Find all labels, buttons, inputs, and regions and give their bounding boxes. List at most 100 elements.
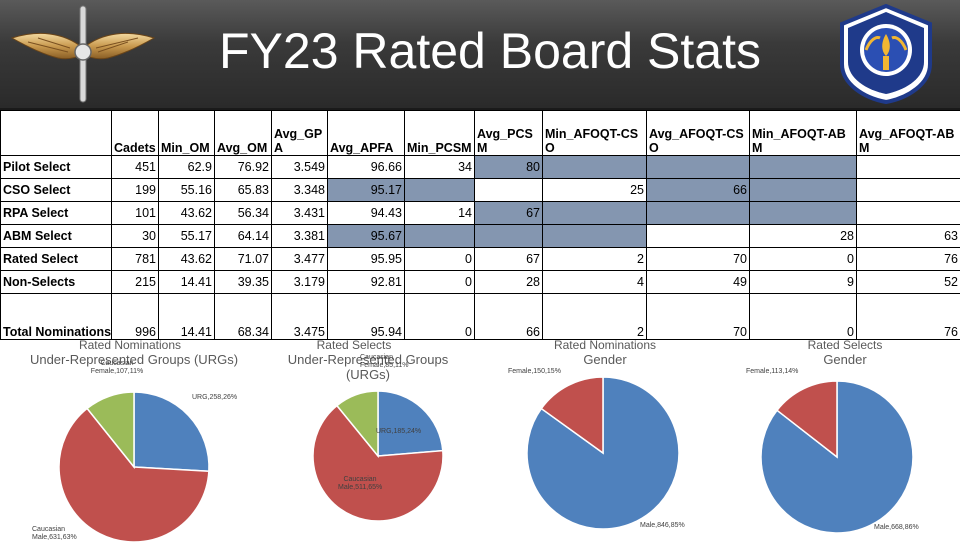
table-cell-na: 95.67 xyxy=(328,225,405,248)
table-cell: 95.95 xyxy=(328,248,405,271)
chart-gender-selects: Rated Selects Gender Female,113,14% Male… xyxy=(720,338,960,540)
table-cell: 28 xyxy=(750,225,857,248)
column-header: Avg_PCSM xyxy=(475,111,543,156)
table-cell: 95.94 xyxy=(328,294,405,340)
table-cell: 76 xyxy=(857,294,960,340)
chart-subtitle: Gender xyxy=(530,352,680,367)
slice-label-male: Male,846,85% xyxy=(640,522,710,530)
table-cell: 2 xyxy=(543,294,647,340)
table-cell: 14.41 xyxy=(159,294,215,340)
row-label: RPA Select xyxy=(1,202,112,225)
table-cell-na: 67 xyxy=(475,202,543,225)
chart-title: Rated Selects xyxy=(770,338,920,352)
table-cell-na: 66 xyxy=(647,179,750,202)
table-cell: 76 xyxy=(857,248,960,271)
table-cell: 96.66 xyxy=(328,156,405,179)
table-cell: 3.348 xyxy=(272,179,328,202)
table-cell: 451 xyxy=(112,156,159,179)
slice-label-caucasian-male: Caucasian Male,511,65% xyxy=(338,476,382,492)
table-cell: 64.14 xyxy=(215,225,272,248)
table-cell-na xyxy=(750,202,857,225)
table-cell: 14.41 xyxy=(159,271,215,294)
charts-area: Rated Nominations Under-Represented Grou… xyxy=(0,338,960,540)
pie-slice-0 xyxy=(134,392,209,471)
page-title: FY23 Rated Board Stats xyxy=(180,20,800,82)
row-label: Total Nominations xyxy=(1,294,112,340)
table-cell: 199 xyxy=(112,179,159,202)
table-cell xyxy=(857,179,960,202)
table-cell: 52 xyxy=(857,271,960,294)
table-cell-na xyxy=(543,202,647,225)
table-cell: 55.17 xyxy=(159,225,215,248)
table-cell: 30 xyxy=(112,225,159,248)
table-cell: 781 xyxy=(112,248,159,271)
column-header: Avg_GPA xyxy=(272,111,328,156)
pie-chart xyxy=(526,376,680,530)
chart-title: Rated Selects xyxy=(240,338,468,352)
table-cell: 43.62 xyxy=(159,202,215,225)
chart-title: Rated Nominations xyxy=(0,338,260,352)
column-header: Min_PCSM xyxy=(405,111,475,156)
column-header: Avg_APFA xyxy=(328,111,405,156)
table-cell xyxy=(857,202,960,225)
column-header: Avg_AFOQT-CSO xyxy=(647,111,750,156)
table-cell: 62.9 xyxy=(159,156,215,179)
row-label: Pilot Select xyxy=(1,156,112,179)
table-cell: 215 xyxy=(112,271,159,294)
slice-label-urg: URG,185,24% xyxy=(376,428,436,436)
pie-chart xyxy=(312,390,444,522)
table-cell xyxy=(647,225,750,248)
table-cell xyxy=(475,179,543,202)
slice-label-caucasian-female: Caucasian Female,85,11% xyxy=(360,354,396,370)
table-cell: 3.549 xyxy=(272,156,328,179)
pie-chart xyxy=(760,380,914,534)
table-cell: 0 xyxy=(750,248,857,271)
table-cell: 70 xyxy=(647,294,750,340)
pie-slice-0 xyxy=(378,391,443,456)
table-cell: 0 xyxy=(405,248,475,271)
table-cell: 94.43 xyxy=(328,202,405,225)
table-cell: 39.35 xyxy=(215,271,272,294)
table-cell: 92.81 xyxy=(328,271,405,294)
table-cell: 67 xyxy=(475,248,543,271)
table-cell: 996 xyxy=(112,294,159,340)
row-label: Rated Select xyxy=(1,248,112,271)
table-cell xyxy=(857,156,960,179)
column-header: Cadets xyxy=(112,111,159,156)
table-cell: 63 xyxy=(857,225,960,248)
table-cell: 14 xyxy=(405,202,475,225)
table-cell: 0 xyxy=(750,294,857,340)
table-cell-na xyxy=(647,156,750,179)
table-cell: 55.16 xyxy=(159,179,215,202)
table-cell: 3.381 xyxy=(272,225,328,248)
table-cell: 66 xyxy=(475,294,543,340)
slide-header: FY23 Rated Board Stats xyxy=(0,0,960,110)
table-cell: 71.07 xyxy=(215,248,272,271)
column-header: Min_OM xyxy=(159,111,215,156)
slice-label-caucasian-female: Caucasian Female,107,11% xyxy=(84,360,150,376)
table-cell: 28 xyxy=(475,271,543,294)
table-cell: 0 xyxy=(405,294,475,340)
table-cell-na: 80 xyxy=(475,156,543,179)
pilot-wings-icon xyxy=(8,2,158,106)
slice-label-female: Female,113,14% xyxy=(746,368,792,376)
table-cell: 0 xyxy=(405,271,475,294)
table-cell: 70 xyxy=(647,248,750,271)
row-label: CSO Select xyxy=(1,179,112,202)
pie-chart xyxy=(58,391,210,543)
chart-urg-selects: Rated Selects Under-Represented Groups (… xyxy=(240,338,480,540)
table-cell: 43.62 xyxy=(159,248,215,271)
table-cell-na xyxy=(750,179,857,202)
column-header: Avg_AFOQT-ABM xyxy=(857,111,960,156)
table-cell: 4 xyxy=(543,271,647,294)
table-cell-na xyxy=(543,225,647,248)
chart-title: Rated Nominations xyxy=(530,338,680,352)
